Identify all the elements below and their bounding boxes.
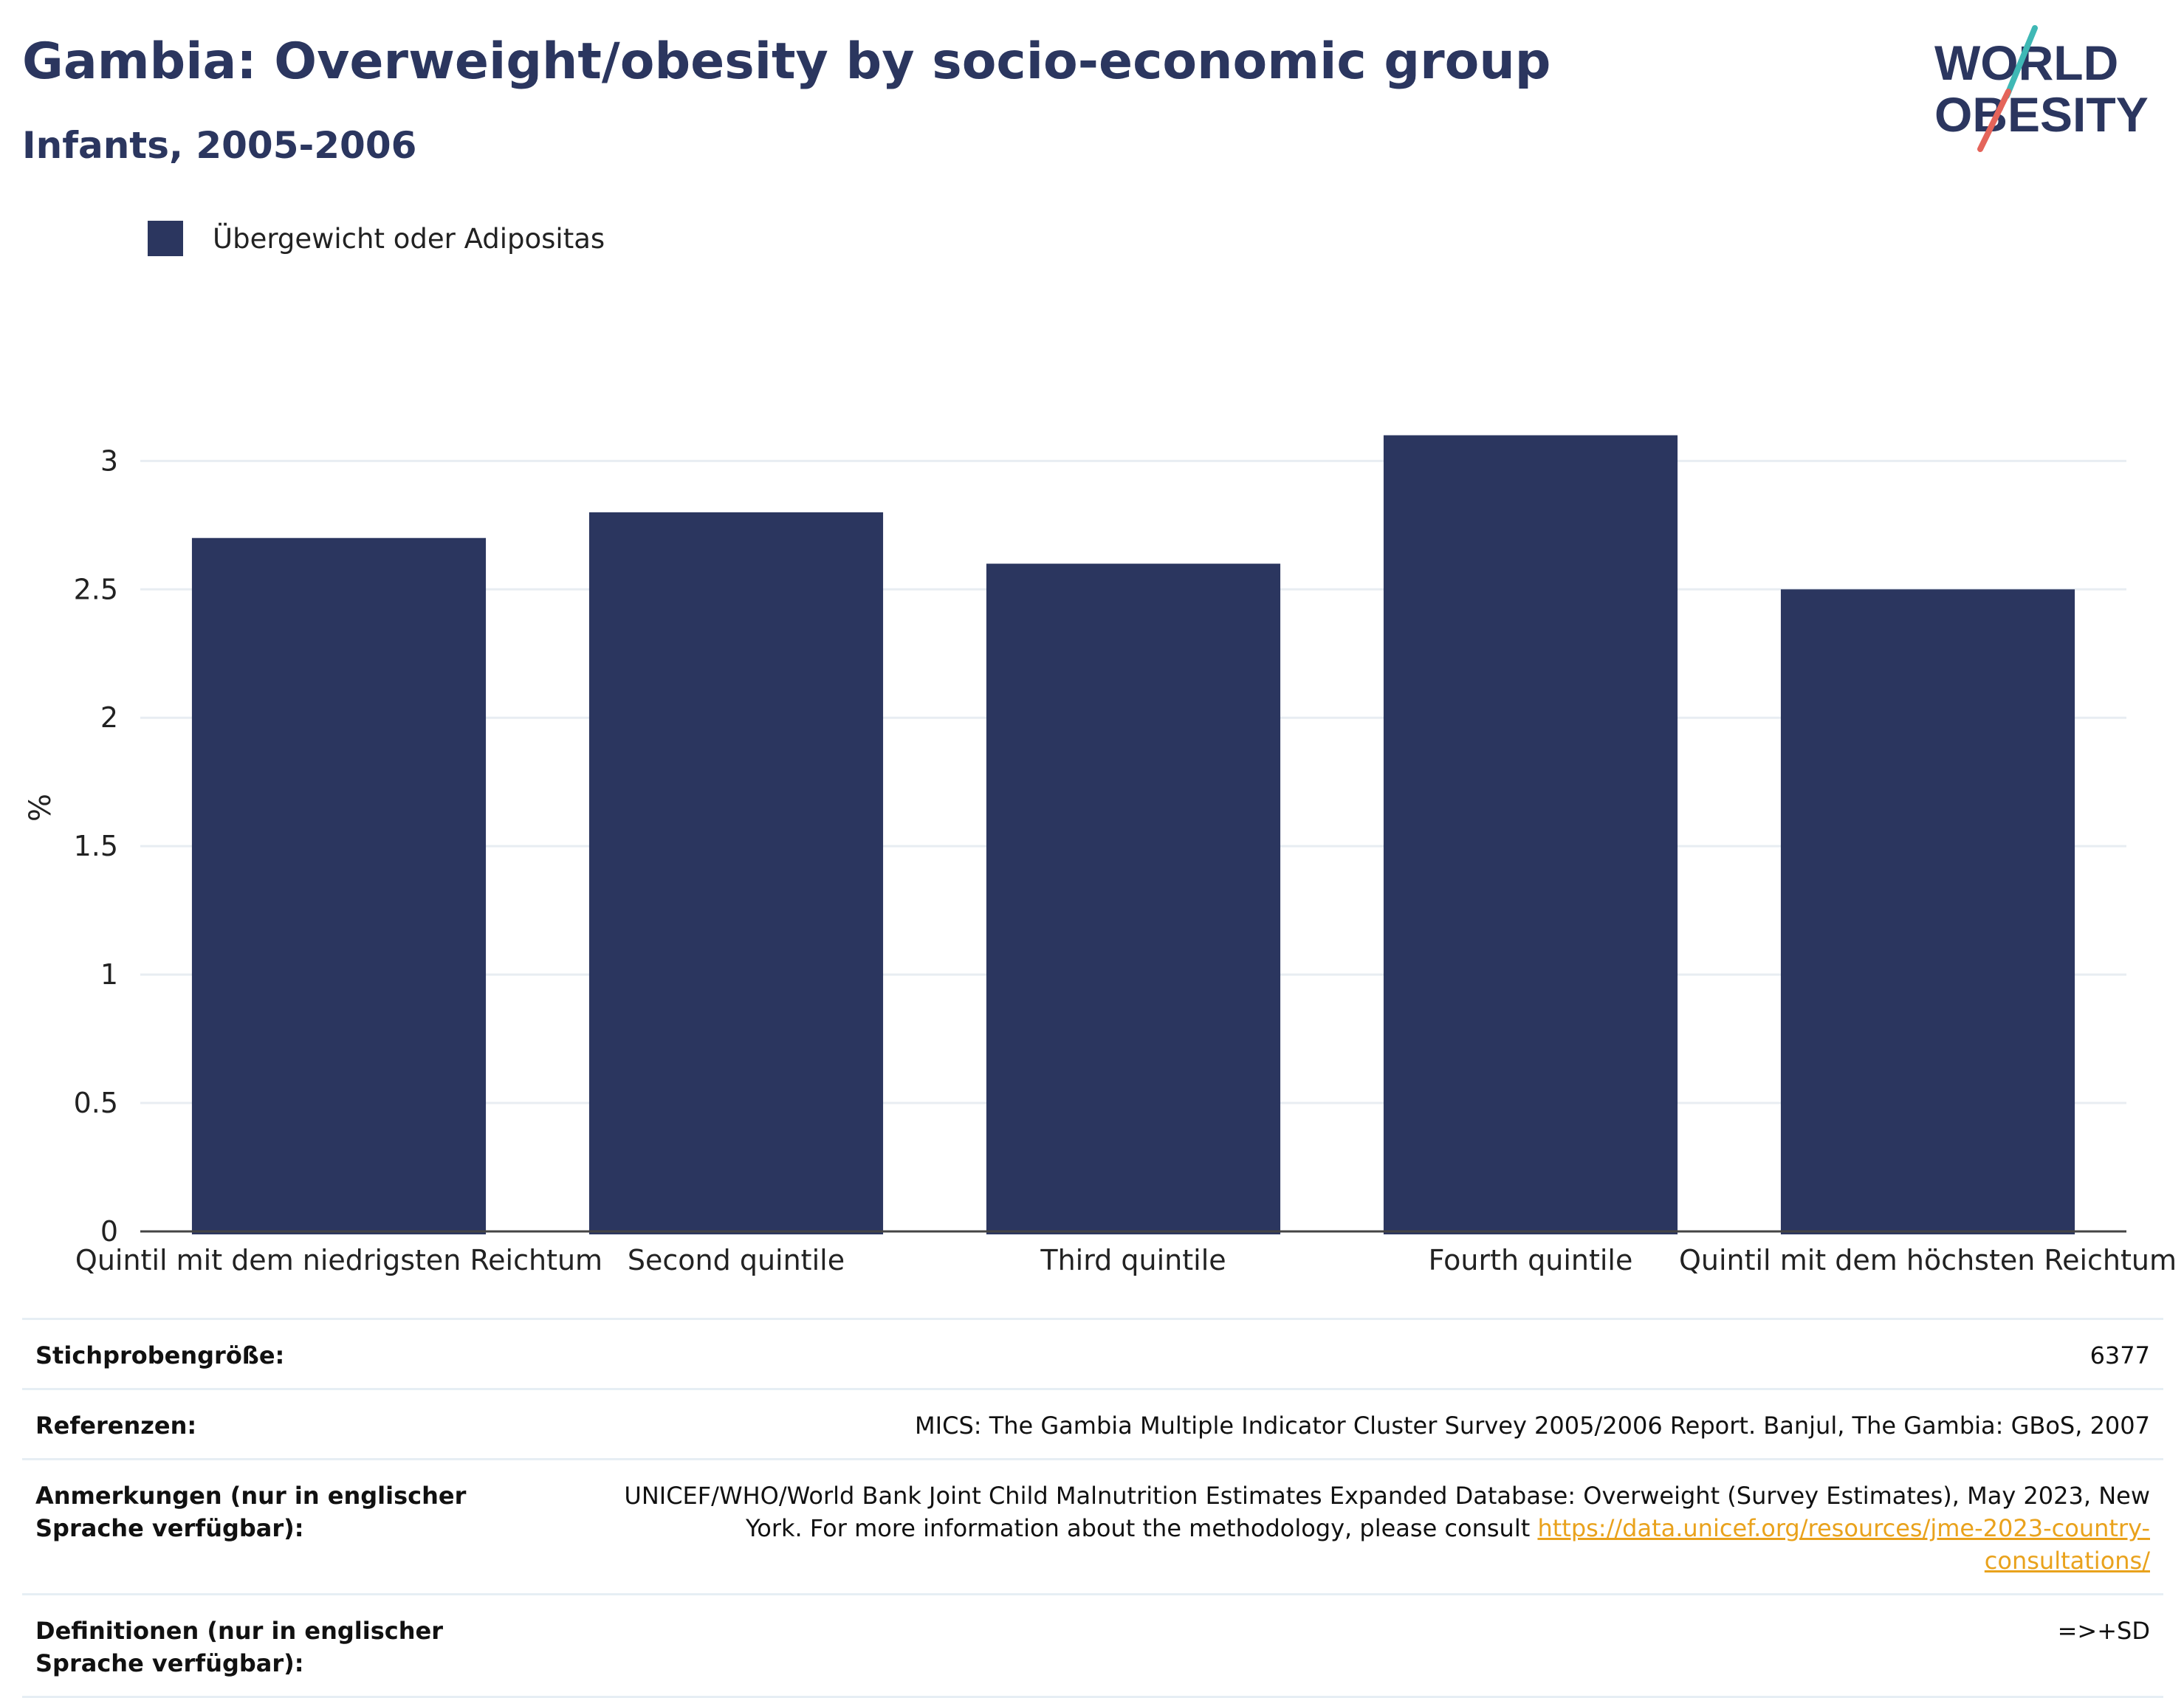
x-tick-label: Third quintile bbox=[1040, 1244, 1226, 1276]
methodology-link[interactable]: https://data.unicef.org/resources/jme-20… bbox=[1537, 1514, 2150, 1575]
info-value: =>+SD bbox=[2057, 1617, 2150, 1645]
y-tick-label: 1.5 bbox=[74, 830, 118, 862]
x-tick-label: Second quintile bbox=[628, 1244, 845, 1276]
info-row-definitions: Definitionen (nur in englischer Sprache … bbox=[22, 1593, 2163, 1698]
info-key: Referenzen: bbox=[35, 1412, 197, 1440]
y-tick-label: 2 bbox=[100, 701, 118, 734]
info-row-sample-size: Stichprobengröße: 6377 bbox=[22, 1318, 2163, 1388]
y-tick-label: 0.5 bbox=[74, 1087, 118, 1119]
info-key: Stichprobengröße: bbox=[35, 1341, 285, 1369]
y-tick-label: 0 bbox=[100, 1215, 118, 1248]
bar bbox=[1383, 435, 1678, 1235]
info-key: Definitionen (nur in englischer Sprache … bbox=[35, 1617, 443, 1677]
logo-text-obesity: OBESITY bbox=[1934, 87, 2149, 142]
x-tick-label: Quintil mit dem niedrigsten Reichtum bbox=[75, 1244, 602, 1276]
logo-slash-teal bbox=[2004, 25, 2038, 99]
x-tick-label: Fourth quintile bbox=[1429, 1244, 1633, 1276]
info-key: Anmerkungen (nur in englischer Sprache v… bbox=[35, 1482, 467, 1542]
chart-legend: Übergewicht oder Adipositas bbox=[148, 218, 605, 259]
info-value: 6377 bbox=[2089, 1341, 2150, 1369]
world-obesity-logo: WORLD OBESITY bbox=[1934, 25, 2149, 152]
info-table: Stichprobengröße: 6377 Referenzen: MICS:… bbox=[22, 1318, 2163, 1698]
chart-subtitle: Infants, 2005-2006 bbox=[22, 124, 417, 167]
info-row-references: Referenzen: MICS: The Gambia Multiple In… bbox=[22, 1388, 2163, 1458]
legend-swatch bbox=[148, 221, 183, 256]
bar-chart: 0 0.5 1 1.5 2 2.5 3% Quintil mit dem niedrigste… bbox=[24, 435, 2177, 1276]
legend-label: Übergewicht oder Adipositas bbox=[213, 222, 605, 255]
bar bbox=[1780, 589, 2075, 1234]
y-tick-label: 3 bbox=[100, 444, 118, 477]
y-tick-label: 2.5 bbox=[74, 573, 118, 605]
x-tick-label: Quintil mit dem höchsten Reichtum bbox=[1679, 1244, 2177, 1276]
bar bbox=[986, 563, 1281, 1234]
bar bbox=[191, 537, 487, 1234]
notes-text: UNICEF/WHO/World Bank Joint Child Malnut… bbox=[624, 1482, 2150, 1542]
y-axis-title: % bbox=[24, 794, 58, 822]
bar bbox=[588, 512, 884, 1234]
chart-title: Gambia: Overweight/obesity by socio-econ… bbox=[22, 32, 1551, 91]
logo-slash-coral bbox=[1977, 89, 2011, 152]
info-value: UNICEF/WHO/World Bank Joint Child Malnut… bbox=[552, 1479, 2150, 1577]
y-tick-label: 1 bbox=[100, 958, 118, 991]
info-value: MICS: The Gambia Multiple Indicator Clus… bbox=[915, 1412, 2150, 1440]
info-row-notes: Anmerkungen (nur in englischer Sprache v… bbox=[22, 1458, 2163, 1593]
